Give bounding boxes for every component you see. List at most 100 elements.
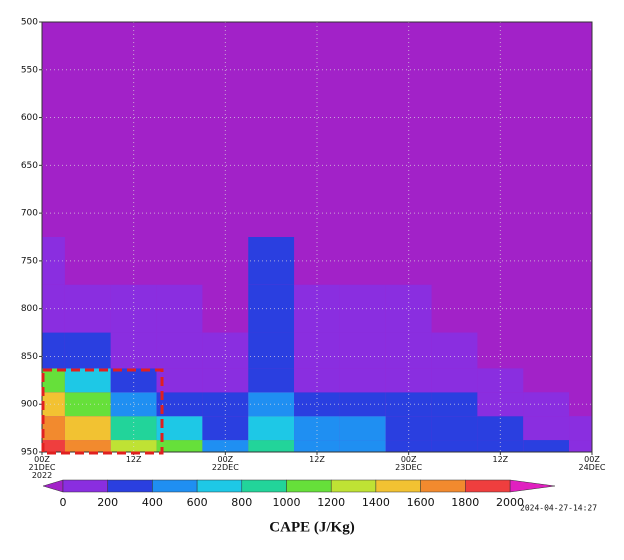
colorbar-over <box>509 479 556 493</box>
contour-cell <box>248 416 295 441</box>
y-tick-label: 850 <box>21 352 38 362</box>
x-tick-label: 00Z 21DEC 2022 <box>28 455 56 480</box>
contour-cell <box>523 440 570 452</box>
colorbar-under <box>42 479 64 493</box>
contour-cell <box>431 416 478 441</box>
colorbar-label: 600 <box>187 496 208 509</box>
colorbar-box <box>196 479 243 493</box>
colorbar-label: 200 <box>97 496 118 509</box>
contour-cell <box>64 284 111 333</box>
contour-cell <box>385 392 432 417</box>
timestamp: 2024-04-27-14:27 <box>520 504 597 513</box>
contour-cell <box>294 284 340 333</box>
contour-cell <box>156 440 203 452</box>
x-tick-label: 00Z 24DEC <box>578 455 606 472</box>
contour-cell <box>202 368 249 393</box>
contour-cell <box>385 416 432 441</box>
y-tick-label: 650 <box>21 161 38 171</box>
contour-cell <box>156 284 203 333</box>
contour-cell <box>431 368 478 393</box>
contour-cell <box>64 332 111 369</box>
x-tick-label: 12Z <box>125 455 142 464</box>
contour-cell <box>64 392 111 417</box>
contour-cell <box>110 416 157 441</box>
contour-cell <box>339 440 386 452</box>
contour-cell <box>110 284 157 333</box>
contour-cell <box>248 440 295 452</box>
contour-cell <box>42 332 65 369</box>
contour-cell <box>156 416 203 441</box>
contour-cell <box>294 368 340 393</box>
colorbar-label: 0 <box>60 496 67 509</box>
colorbar-box <box>286 479 332 493</box>
contour-cell <box>64 368 111 393</box>
y-tick-label: 500 <box>21 18 38 28</box>
colorbar-box <box>62 479 108 493</box>
contour-cell <box>202 416 249 441</box>
contour-cell <box>569 440 592 452</box>
chart-title: CAPE (J/Kg) <box>269 519 354 535</box>
y-tick-label: 700 <box>21 209 38 219</box>
contour-cell <box>339 368 386 393</box>
contour-cell <box>385 284 432 333</box>
colorbar-box <box>375 479 421 493</box>
contour-cell <box>42 237 65 285</box>
contour-cell <box>42 284 65 333</box>
contour-cell <box>64 440 111 452</box>
colorbar-box <box>465 479 511 493</box>
contour-cell <box>248 284 295 333</box>
plot-frame <box>41 21 593 453</box>
colorbar-label: 2000 <box>496 496 524 509</box>
contour-cell <box>42 368 65 393</box>
highlight-box <box>41 368 164 455</box>
colorbar-box <box>107 479 153 493</box>
colorbar-box <box>420 479 466 493</box>
contour-cell <box>294 416 340 441</box>
contour-cell <box>42 416 65 441</box>
x-tick-label: 00Z 23DEC <box>395 455 423 472</box>
contour-cell <box>110 368 157 393</box>
contour-cell <box>248 392 295 417</box>
contour-cell <box>294 392 340 417</box>
colorbar-label: 1400 <box>362 496 390 509</box>
colorbar-box <box>152 479 198 493</box>
contour-cell <box>156 332 203 369</box>
colorbar-label: 1200 <box>317 496 345 509</box>
colorbar-label: 1000 <box>273 496 301 509</box>
contour-cell <box>477 368 524 393</box>
y-tick-label: 750 <box>21 256 38 266</box>
contour-cell <box>110 392 157 417</box>
contour-cell <box>156 392 203 417</box>
x-tick-label: 12Z <box>492 455 509 464</box>
y-tick-label: 550 <box>21 65 38 75</box>
contour-cell <box>42 440 65 452</box>
contour-cell <box>431 440 478 452</box>
y-tick-label: 950 <box>21 448 38 458</box>
x-tick-label: 00Z 22DEC <box>211 455 239 472</box>
contour-cell <box>385 368 432 393</box>
colorbar-label: 1800 <box>451 496 479 509</box>
contour-cell <box>248 368 295 393</box>
contour-cell <box>339 416 386 441</box>
colorbar-box <box>241 479 287 493</box>
contour-cell <box>477 392 524 417</box>
x-tick-label: 12Z <box>309 455 325 464</box>
colorbar-label: 800 <box>231 496 252 509</box>
colorbar-box <box>330 479 377 493</box>
contour-cell <box>202 392 249 417</box>
contour-cell <box>523 416 570 441</box>
y-tick-label: 600 <box>21 113 38 123</box>
contour-cell <box>339 332 386 369</box>
contour-cell <box>248 332 295 369</box>
contour-cell <box>156 368 203 393</box>
contour-cell <box>477 416 524 441</box>
contour-cell <box>569 416 592 441</box>
colorbar-label: 400 <box>142 496 163 509</box>
contour-cell <box>42 392 65 417</box>
contour-cell <box>64 416 111 441</box>
contour-cell <box>248 237 295 285</box>
colorbar-label: 1600 <box>407 496 435 509</box>
y-tick-label: 900 <box>21 400 38 410</box>
